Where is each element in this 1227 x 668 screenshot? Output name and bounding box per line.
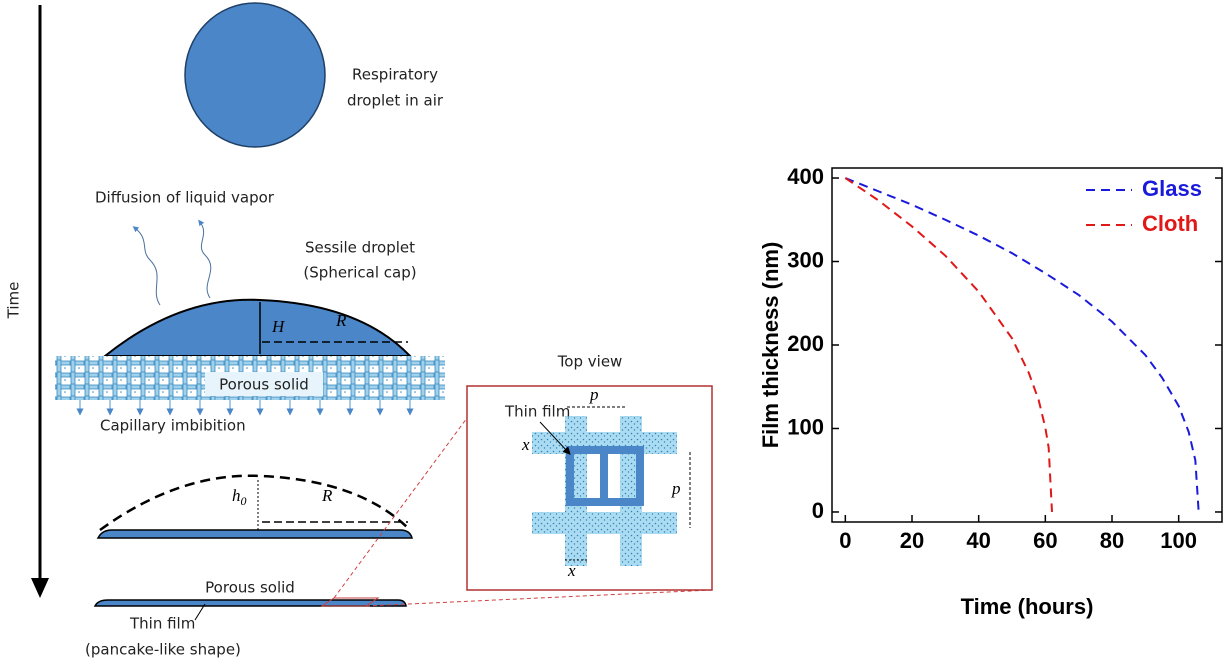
zoom-line [366, 590, 712, 606]
y-axis-label: Film thickness (nm) [758, 242, 783, 449]
figure: Time Respiratory droplet in air Diffusio… [0, 0, 1227, 664]
label: x [567, 561, 576, 580]
film [98, 530, 412, 538]
label: Respiratory [352, 66, 438, 84]
droplet [185, 3, 325, 147]
film [95, 600, 406, 606]
y-tick-label: 200 [787, 331, 824, 356]
y-tick-label: 400 [787, 164, 824, 189]
label: Top view [557, 353, 623, 371]
label: Capillary imbibition [100, 417, 246, 435]
label: x [521, 435, 530, 454]
x-tick-label: 100 [1160, 528, 1197, 553]
legend-label: Cloth [1142, 211, 1198, 236]
y-tick-label: 100 [787, 414, 824, 439]
label: Porous solid [205, 579, 295, 597]
legend-label: Glass [1142, 176, 1202, 201]
label: H [271, 317, 286, 336]
vapor [200, 222, 211, 298]
label: 0 [241, 494, 247, 508]
label: Diffusion of liquid vapor [95, 189, 275, 207]
vapor [135, 228, 160, 305]
time-label: Time [5, 282, 23, 320]
arrow-head [31, 578, 49, 598]
series-line [845, 178, 1052, 512]
x-tick-label: 60 [1033, 528, 1057, 553]
chart: Time (hours) Film thickness (nm) 0 20 40 60… [758, 164, 1222, 619]
label: Porous solid [219, 376, 309, 394]
x-axis-label: Time (hours) [961, 594, 1094, 619]
y-tick-label: 0 [812, 498, 824, 523]
x-tick-label: 20 [900, 528, 924, 553]
x-tick-label: 80 [1100, 528, 1124, 553]
label: Sessile droplet [305, 239, 415, 257]
label: droplet in air [347, 92, 444, 110]
label: (pancake-like shape) [85, 641, 241, 659]
label: h [232, 486, 241, 505]
zoom-line [334, 418, 467, 598]
label: h0 [232, 486, 247, 508]
label: p [589, 385, 599, 404]
x-tick-label: 40 [966, 528, 990, 553]
label: Thin film [129, 615, 195, 633]
sessile-droplet [105, 300, 410, 356]
label: Thin film [504, 403, 570, 421]
label: R [335, 311, 347, 330]
x-tick-label: 0 [839, 528, 851, 553]
label: (Spherical cap) [303, 264, 416, 282]
label: R [321, 486, 333, 505]
diagram: Time Respiratory droplet in air Diffusio… [5, 3, 713, 659]
y-tick-label: 300 [787, 247, 824, 272]
imbibition-arrows [80, 400, 410, 412]
label: p [671, 479, 681, 498]
